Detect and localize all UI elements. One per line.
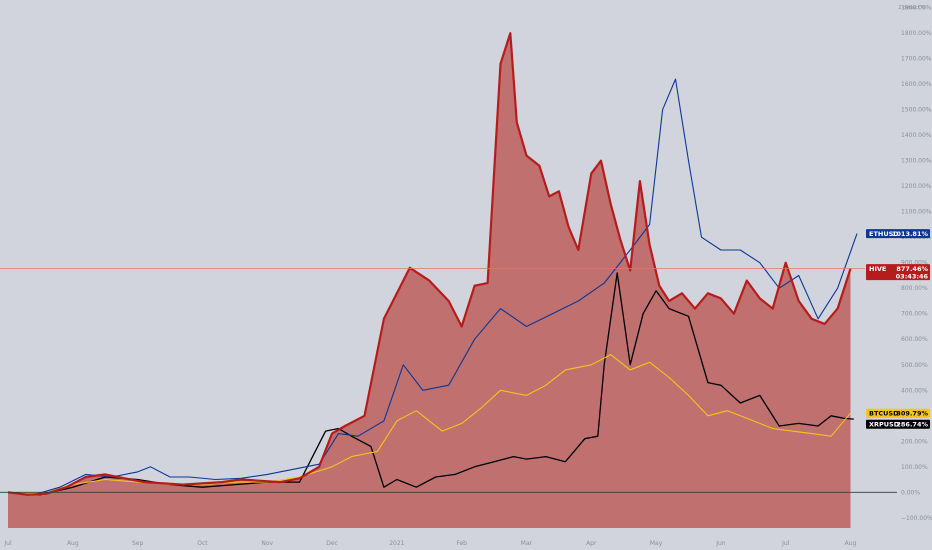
y-tick-label: 1700.00% — [901, 56, 932, 63]
badge-countdown: 03:43:46 — [896, 272, 929, 280]
x-tick-label: Aug — [67, 540, 79, 547]
badge-value: 286.74% — [896, 421, 928, 429]
badge-value: 877.46% — [896, 265, 928, 273]
reference-lines-layer — [0, 268, 897, 493]
badge-bg — [866, 229, 930, 239]
badge-bg — [866, 408, 930, 418]
y-tick-label: −100.00% — [901, 515, 932, 522]
badge-symbol: HIVE — [869, 265, 886, 273]
y-tick-label: 500.00% — [901, 362, 928, 369]
x-tick-label: Jul — [3, 540, 12, 547]
badge-value: 309.79% — [896, 410, 928, 418]
x-tick-label: Nov — [261, 540, 273, 547]
badge-bg — [866, 264, 930, 281]
series-line-ethusd — [7, 78, 858, 496]
x-tick-label: Oct — [197, 540, 208, 547]
x-tick-label: Apr — [586, 540, 597, 547]
y-tick-label: 0.00% — [901, 489, 920, 496]
badge-symbol: XRPUSD — [869, 421, 900, 429]
y-tick-label: 1400.00% — [901, 132, 932, 139]
y-tick-label: 1900.00% — [901, 5, 932, 12]
y-tick-label: 400.00% — [901, 387, 928, 394]
y-tick-label: 800.00% — [901, 285, 928, 292]
y-tick-label: 600.00% — [901, 336, 928, 343]
badge-hive[interactable]: HIVE 877.46%03:43:46 — [866, 264, 930, 280]
series-lines-layer — [7, 32, 858, 496]
y-tick-label: 900.00% — [901, 260, 928, 267]
x-tick-label: Dec — [326, 540, 338, 547]
badge-symbol: BTCUSD — [869, 410, 899, 418]
x-tick-label: Mar — [521, 540, 533, 547]
series-line-hive — [7, 32, 852, 496]
badge-value: 1013.81% — [892, 230, 929, 238]
x-tick-label: 2021 — [389, 540, 404, 547]
badge-symbol: ETHUSD — [869, 230, 899, 238]
y-tick-label: 700.00% — [901, 311, 928, 318]
x-tick-label: Aug — [845, 540, 857, 547]
y-tick-label: 1200.00% — [901, 183, 932, 190]
series-line-xrpusd — [7, 272, 854, 496]
y-tick-label: 1100.00% — [901, 209, 932, 216]
scale-mode-label[interactable]: 2 désact % — [898, 4, 926, 11]
x-tick-label: May — [650, 540, 663, 547]
y-tick-label: 1600.00% — [901, 81, 932, 88]
x-tick-label: Jul — [781, 540, 790, 547]
x-tick-label: Feb — [456, 540, 467, 547]
y-tick-label: 200.00% — [901, 438, 928, 445]
badge-bg — [866, 419, 930, 429]
x-tick-label: Sep — [132, 540, 144, 547]
y-tick-label: 1500.00% — [901, 107, 932, 114]
y-tick-label: 1300.00% — [901, 158, 932, 165]
x-tick-label: Jun — [715, 540, 726, 547]
y-tick-label: 100.00% — [901, 464, 928, 471]
y-tick-label: 1800.00% — [901, 30, 932, 37]
